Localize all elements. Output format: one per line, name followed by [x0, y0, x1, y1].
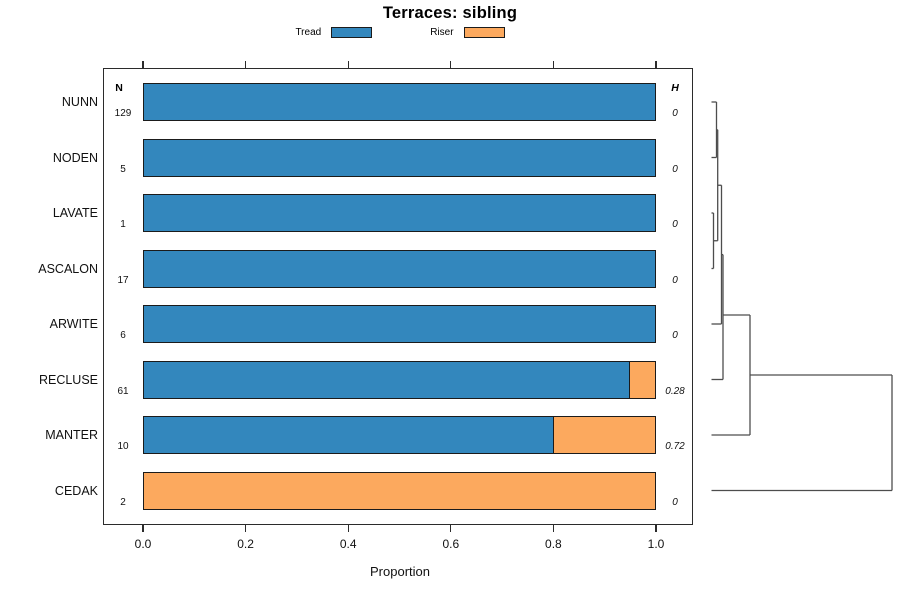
bar-segment-tread	[144, 250, 655, 287]
bar-segment-riser	[552, 417, 655, 453]
x-tick-label: 1.0	[647, 537, 665, 551]
h-value: 0	[672, 274, 678, 286]
h-value: 0	[672, 108, 678, 119]
bar-segment-tread	[144, 417, 553, 453]
category-label: MANTER	[45, 428, 98, 442]
x-axis-top-tick	[245, 61, 247, 68]
bar-segment-riser	[144, 472, 655, 509]
proportion-bar	[143, 471, 656, 510]
category-label: ARWITE	[49, 317, 98, 331]
n-value: 5	[120, 163, 126, 175]
legend: Tread Riser	[0, 27, 800, 38]
h-value: 0	[672, 219, 678, 230]
proportion-bar	[143, 305, 656, 343]
legend-swatch-tread	[331, 27, 373, 38]
x-tick-label: 0.4	[339, 537, 357, 551]
n-column-header: N	[115, 82, 123, 94]
bar-segment-riser	[629, 361, 655, 398]
h-value: 0	[672, 330, 678, 341]
proportion-bar	[143, 138, 656, 177]
x-axis-bottom-tick	[450, 525, 452, 532]
x-axis-title: Proportion	[370, 564, 430, 579]
category-label: NODEN	[52, 150, 98, 165]
h-column-header: H	[671, 82, 679, 94]
bar-segment-tread	[144, 84, 655, 120]
x-axis-bottom-tick	[142, 525, 144, 532]
x-axis-bottom-tick	[245, 525, 247, 532]
x-axis-top-tick	[552, 61, 554, 68]
x-axis-top-tick	[347, 61, 349, 68]
category-label: LAVATE	[52, 206, 98, 220]
n-value: 61	[117, 385, 129, 397]
category-label: NUNN	[61, 95, 98, 109]
proportion-bar	[143, 416, 656, 454]
x-tick-label: 0.6	[442, 537, 460, 551]
bar-segment-tread	[144, 139, 655, 176]
bar-segment-tread	[144, 306, 655, 342]
x-axis-top-tick	[142, 61, 144, 68]
n-value: 1	[120, 219, 126, 230]
n-value: 2	[120, 496, 126, 508]
n-value: 17	[117, 274, 129, 286]
bar-segment-tread	[144, 361, 630, 398]
proportion-bar	[143, 360, 656, 399]
proportion-bar	[143, 194, 656, 232]
h-value: 0	[672, 496, 678, 508]
n-value: 10	[117, 441, 129, 452]
n-value: 129	[114, 108, 132, 119]
h-value: 0.72	[665, 441, 685, 452]
x-axis-bottom-tick	[655, 525, 657, 532]
category-label: RECLUSE	[38, 372, 98, 387]
category-label: ASCALON	[38, 261, 98, 276]
proportion-bar	[143, 83, 656, 121]
proportion-bar	[143, 249, 656, 288]
plot-frame	[103, 68, 693, 525]
legend-swatch-riser	[463, 27, 505, 38]
x-tick-label: 0.0	[134, 537, 152, 551]
n-value: 6	[120, 330, 126, 341]
chart-title: Terraces: sibling	[382, 4, 518, 22]
bar-segment-tread	[144, 195, 655, 231]
h-value: 0	[672, 163, 678, 175]
x-tick-label: 0.2	[237, 537, 254, 551]
x-axis-bottom-tick	[347, 525, 349, 532]
x-tick-label: 0.8	[545, 537, 562, 551]
h-value: 0.28	[665, 385, 685, 397]
x-axis-top-tick	[655, 61, 657, 68]
category-label: CEDAK	[54, 483, 98, 498]
x-axis-bottom-tick	[552, 525, 554, 532]
x-axis-top-tick	[450, 61, 452, 68]
legend-label-riser: Riser	[430, 27, 454, 38]
legend-label-tread: Tread	[295, 27, 322, 38]
